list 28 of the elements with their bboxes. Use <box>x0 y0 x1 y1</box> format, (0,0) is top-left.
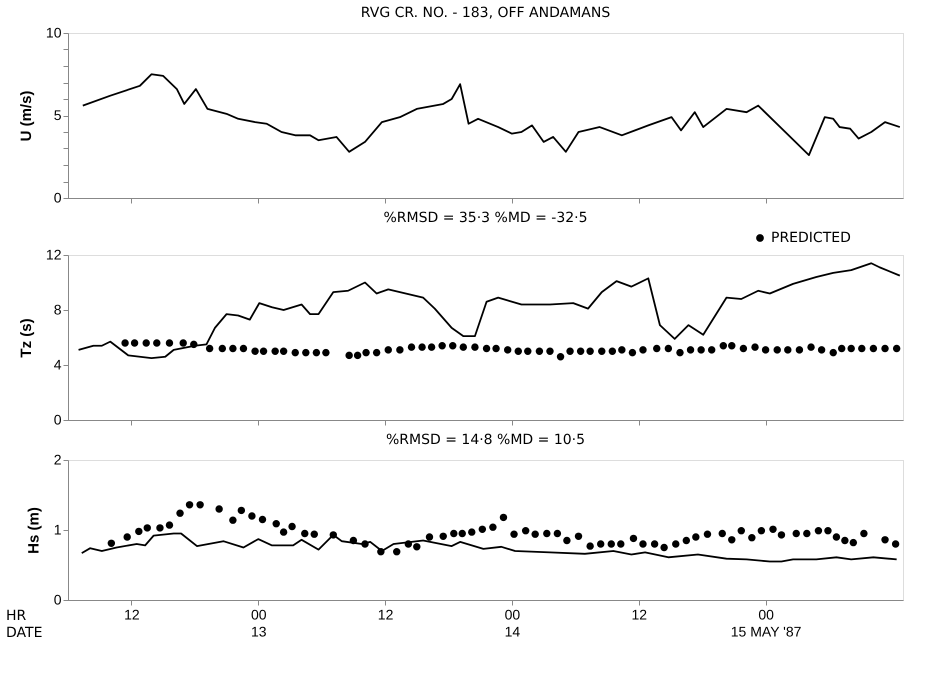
line-series <box>82 73 901 156</box>
x-tick-label: 12 <box>124 606 140 622</box>
chart-title: %RMSD = 35·3 %MD = -32·5 <box>383 210 588 226</box>
chart-title: RVG CR. NO. - 183, OFF ANDAMANS <box>360 5 610 21</box>
y-tick-label: 10 <box>46 24 62 40</box>
y-tick-label: 0 <box>54 592 62 608</box>
y-tick-label: 5 <box>54 107 62 123</box>
y-tick-label: 8 <box>54 302 62 318</box>
legend-label: PREDICTED <box>771 230 851 246</box>
text: DATE <box>6 625 42 641</box>
x-tick-label: 00 13 <box>250 606 267 640</box>
y-tick-label: 4 <box>54 356 62 372</box>
y-tick-label: 2 <box>54 452 62 468</box>
x-tick-label: 12 <box>631 606 648 622</box>
y-axis-title: Tz (s) <box>18 318 35 358</box>
line-series <box>80 532 898 562</box>
x-tick-label: 00 14 <box>504 606 520 640</box>
x-tick-label: 12 <box>378 606 394 622</box>
y-axis-title: U (m/s) <box>18 90 35 142</box>
line-series <box>78 262 901 360</box>
x-tick-label: 00 15 MAY '87 <box>730 606 802 640</box>
y-tick-label: 0 <box>54 190 62 206</box>
y-tick-label: 12 <box>46 246 62 262</box>
text: HR <box>6 608 27 624</box>
y-tick-label: 0 <box>54 412 62 428</box>
y-axis-title: Hs (m) <box>26 507 43 554</box>
chart-title: %RMSD = 14·8 %MD = 10·5 <box>386 432 585 448</box>
y-tick-label: 1 <box>54 522 62 538</box>
